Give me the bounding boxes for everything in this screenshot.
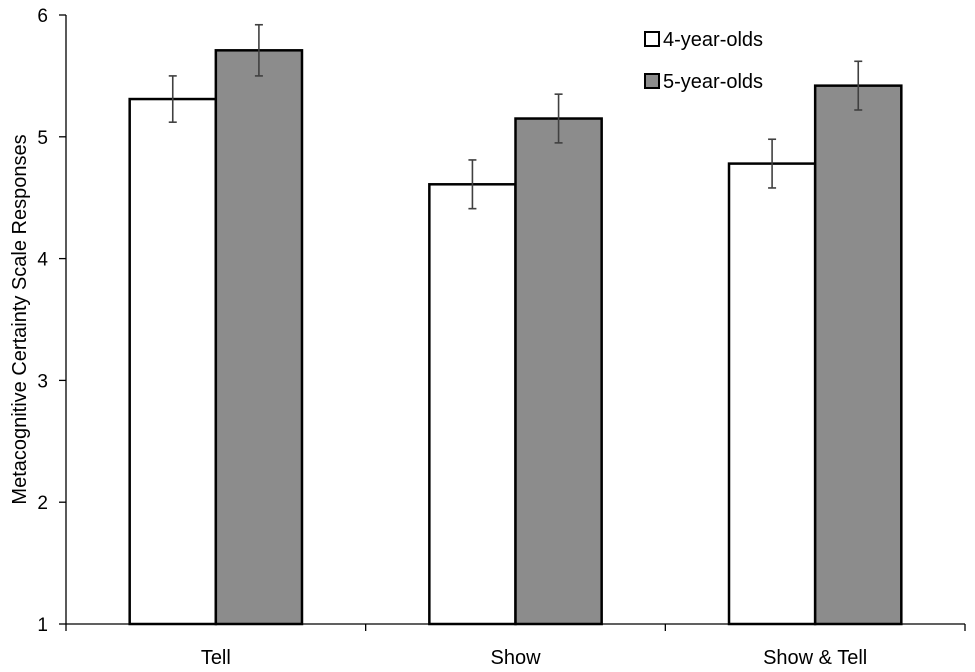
legend-label-4-year-olds: 4-year-olds xyxy=(663,29,763,51)
legend-label-5-year-olds: 5-year-olds xyxy=(663,71,763,93)
legend: 4-year-olds 5-year-olds xyxy=(644,29,763,93)
bar-5-year-olds xyxy=(813,84,903,626)
error-bar xyxy=(768,138,777,189)
y-tick-label: 6 xyxy=(37,6,48,27)
x-category-label: Show & Tell xyxy=(763,647,867,669)
error-bar xyxy=(854,60,863,111)
x-category-label: Tell xyxy=(201,647,231,669)
legend-swatch-4-year-olds xyxy=(644,31,660,47)
y-tick-label: 1 xyxy=(37,615,48,636)
bar-5-year-olds xyxy=(514,117,603,626)
error-bar xyxy=(254,23,263,77)
legend-swatch-5-year-olds xyxy=(644,73,660,89)
x-category-label: Show xyxy=(490,647,541,669)
error-bar xyxy=(554,93,563,144)
error-bar xyxy=(168,75,177,123)
y-tick-label: 3 xyxy=(37,371,48,392)
bar-4-year-olds xyxy=(128,97,218,626)
bar-4-year-olds xyxy=(727,162,817,626)
y-tick-label: 5 xyxy=(37,128,48,149)
y-tick-label: 4 xyxy=(37,250,48,271)
error-bar xyxy=(468,159,477,210)
y-tick-label: 2 xyxy=(37,493,48,514)
bar-4-year-olds xyxy=(428,183,517,626)
bar-5-year-olds xyxy=(214,49,304,626)
y-axis-title: Metacognitive Certainty Scale Responses xyxy=(9,134,31,504)
